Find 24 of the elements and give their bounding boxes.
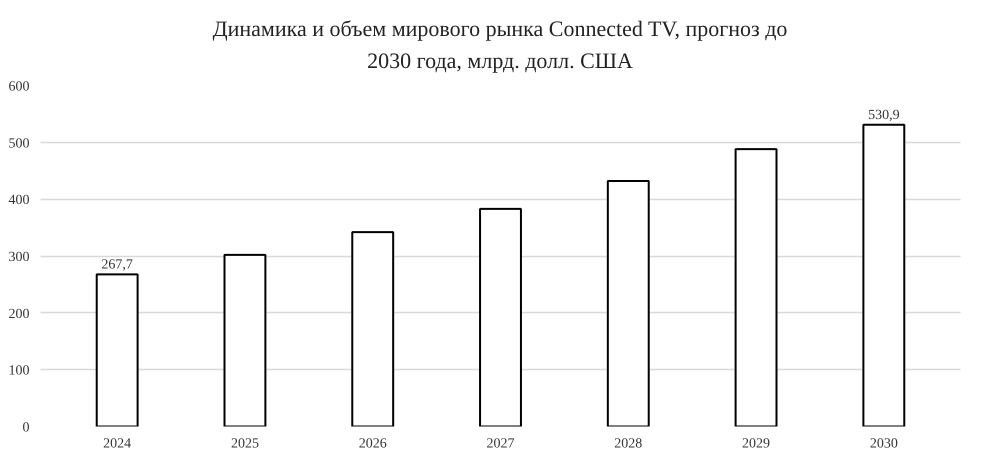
y-tick-label: 400	[8, 193, 30, 208]
y-tick-label: 600	[8, 80, 30, 94]
x-tick-label: 2025	[230, 436, 259, 452]
bar	[96, 273, 139, 426]
y-tick-label: 0	[22, 420, 30, 436]
y-tick-label: 200	[8, 306, 30, 322]
data-label: 267,7	[101, 257, 133, 272]
bar	[351, 231, 394, 426]
bar	[479, 208, 522, 426]
x-tick-label: 2028	[614, 436, 642, 452]
y-tick-label: 500	[8, 136, 30, 152]
bar	[606, 180, 650, 426]
data-label: 530,9	[868, 108, 900, 123]
y-tick-label: 300	[8, 250, 30, 265]
chart-title: Динамика и объем мирового рынка Connected TV, прогноз до 2030 года, млрд. долл. США	[212, 15, 788, 75]
x-tick-label: 2026	[358, 436, 387, 452]
y-tick-label: 100	[8, 364, 30, 379]
bar	[862, 124, 906, 426]
bar	[224, 254, 266, 426]
x-tick-label: 2030	[870, 436, 898, 452]
bar	[734, 148, 778, 426]
x-tick-label: 2029	[742, 436, 770, 452]
x-tick-label: 2027	[486, 436, 514, 452]
x-tick-label: 2024	[103, 436, 132, 452]
